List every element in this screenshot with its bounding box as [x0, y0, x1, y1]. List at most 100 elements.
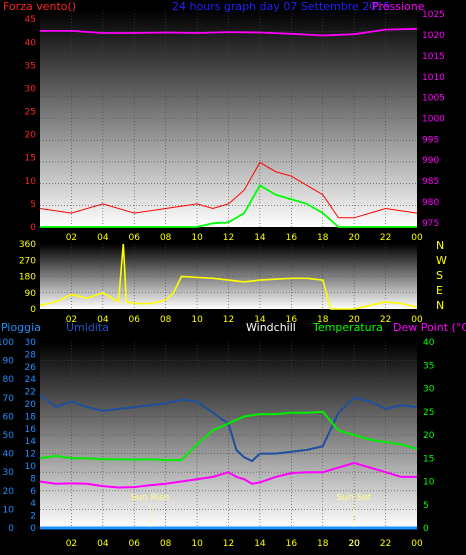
x-tick-label: 22	[380, 233, 391, 243]
left-tick-label: 30	[25, 84, 37, 94]
legend-humidity: Umidita	[66, 321, 109, 334]
legend-dew-point: Dew Point (°C)	[393, 321, 466, 334]
rain-tick-label: 6	[30, 487, 36, 497]
right-tick-label: 1010	[422, 73, 445, 83]
x-tick-label: 12	[223, 233, 234, 243]
dir-tick-label: 180	[19, 273, 36, 283]
x-tick-label: 18	[317, 315, 329, 325]
temp-tick-label: 5	[423, 501, 429, 511]
sunset-label: Sun Set	[337, 493, 372, 503]
x-tick-label: 08	[160, 539, 172, 549]
dir-tick-label: 360	[19, 240, 36, 250]
x-tick-label: 16	[286, 315, 298, 325]
left-tick-label: 20	[25, 131, 37, 141]
rain-tick-label: 0	[30, 524, 36, 534]
x-tick-label: 02	[66, 315, 77, 325]
left-tick-label: 0	[30, 223, 36, 233]
x-tick-label: 10	[191, 315, 203, 325]
humidity-tick-label: 50	[3, 431, 15, 441]
x-tick-label: 10	[191, 539, 203, 549]
chart-title: 24 hours graph day 07 Settembre 2015	[172, 0, 390, 13]
left-tick-label: 15	[25, 154, 36, 164]
humidity-tick-label: 20	[3, 487, 15, 497]
x-tick-label: 20	[348, 539, 360, 549]
rain-tick-label: 12	[25, 450, 36, 460]
rain-tick-label: 16	[25, 425, 37, 435]
x-tick-label: 04	[97, 539, 109, 549]
series-direction	[39, 243, 418, 310]
sunrise-label: Sun Rise	[130, 493, 169, 503]
legend-rain: Pioggia	[1, 321, 41, 334]
rain-tick-label: 4	[30, 499, 36, 509]
left-tick-label: 40	[25, 38, 37, 48]
compass-label: N	[436, 299, 444, 312]
humidity-tick-label: 0	[8, 524, 14, 534]
rain-tick-label: 30	[25, 338, 37, 348]
humidity-tick-label: 90	[3, 357, 15, 367]
right-tick-label: 1025	[422, 10, 445, 20]
rain-tick-label: 22	[25, 388, 36, 398]
right-tick-label: 980	[422, 198, 439, 208]
rain-tick-label: 8	[30, 474, 36, 484]
x-tick-label: 08	[160, 233, 172, 243]
right-tick-label: 1015	[422, 52, 445, 62]
temp-tick-label: 30	[423, 385, 435, 395]
x-tick-label: 10	[191, 233, 203, 243]
compass-label: N	[436, 239, 444, 252]
x-tick-label: 22	[380, 315, 391, 325]
wind-label: Forza vento()	[3, 0, 76, 13]
x-tick-label: 02	[66, 539, 77, 549]
series-wind_avg	[40, 184, 417, 228]
rain-tick-label: 26	[25, 363, 37, 373]
sunset-tick-label: 20	[348, 539, 360, 549]
x-tick-label: 16	[286, 539, 298, 549]
rain-tick-label: 24	[25, 375, 37, 385]
x-tick-label: 04	[97, 315, 109, 325]
right-tick-label: 985	[422, 177, 439, 187]
x-tick-label: 14	[254, 539, 266, 549]
humidity-tick-label: 70	[3, 394, 15, 404]
x-tick-label: 18	[317, 539, 329, 549]
right-tick-label: 975	[422, 219, 439, 229]
x-tick-label: 16	[286, 233, 298, 243]
left-tick-label: 45	[25, 15, 36, 25]
x-tick-label: 12	[223, 315, 234, 325]
temp-tick-label: 35	[423, 361, 434, 371]
series-temperature	[39, 410, 418, 462]
temp-tick-label: 25	[423, 408, 434, 418]
x-tick-label: 14	[254, 233, 266, 243]
temp-tick-label: 0	[423, 524, 429, 534]
compass-label: W	[436, 254, 447, 267]
rain-tick-label: 28	[25, 350, 37, 360]
humidity-tick-label: 40	[3, 450, 15, 460]
right-tick-label: 1005	[422, 94, 445, 104]
compass-label: E	[436, 284, 443, 297]
x-tick-label: 00	[411, 539, 423, 549]
humidity-tick-label: 30	[3, 468, 15, 478]
dir-tick-label: 0	[30, 305, 36, 315]
humidity-tick-label: 100	[0, 338, 14, 348]
compass-label: S	[436, 269, 443, 282]
right-tick-label: 1000	[422, 115, 445, 125]
temp-tick-label: 10	[423, 478, 435, 488]
legend-temperature: Temperatura	[312, 321, 383, 334]
x-tick-label: 00	[411, 233, 423, 243]
x-tick-label: 06	[129, 539, 141, 549]
series-humidity	[39, 393, 418, 463]
pressure-label: Pressione	[372, 0, 425, 13]
x-tick-label: 08	[160, 315, 172, 325]
x-tick-label: 02	[66, 233, 77, 243]
x-tick-label: 20	[348, 233, 360, 243]
rain-tick-label: 2	[30, 512, 36, 522]
x-tick-label: 20	[348, 315, 360, 325]
right-tick-label: 995	[422, 135, 439, 145]
dir-tick-label: 270	[19, 256, 36, 266]
series-dew_point	[39, 461, 417, 489]
humidity-tick-label: 60	[3, 412, 15, 422]
x-tick-label: 14	[254, 315, 266, 325]
x-tick-label: 00	[411, 315, 423, 325]
temp-tick-label: 20	[423, 431, 435, 441]
x-tick-label: 22	[380, 539, 391, 549]
humidity-tick-label: 80	[3, 375, 15, 385]
